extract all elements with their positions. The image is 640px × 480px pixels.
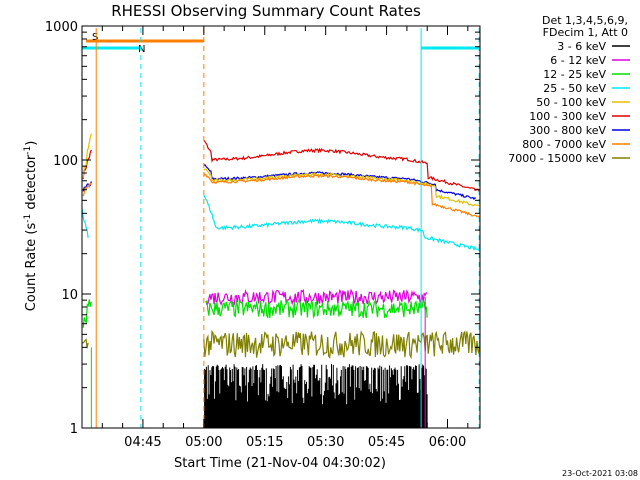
y-axis-title-part2: detector bbox=[24, 154, 39, 214]
series-trace bbox=[81, 208, 89, 238]
y-tick-label: 10 bbox=[61, 288, 78, 303]
series-trace bbox=[81, 338, 89, 349]
timestamp: 23-Oct-2021 03:08 bbox=[562, 469, 638, 478]
series-trace bbox=[82, 299, 92, 328]
series-trace bbox=[203, 139, 481, 193]
axis-layer: 1 10 100 1000 04:45 05:00 05:15 05:30 05:45 06:00 bbox=[45, 20, 481, 450]
flag-label: N bbox=[138, 44, 145, 55]
series-trace bbox=[203, 194, 481, 252]
y-tick-label: 100 bbox=[53, 154, 78, 169]
legend-header: Det 1,3,4,5,6,9, bbox=[542, 14, 628, 27]
x-tick-label: 05:45 bbox=[368, 435, 405, 450]
chart-title: RHESSI Observing Summary Count Rates bbox=[111, 2, 421, 20]
legend-label: 12 - 25 keV bbox=[543, 68, 606, 81]
legend-label: 25 - 50 keV bbox=[543, 82, 606, 95]
x-tick-label: 04:45 bbox=[124, 435, 161, 450]
series-25-50-kev bbox=[81, 194, 481, 252]
y-axis-title-sup1: -1 bbox=[23, 214, 33, 223]
y-axis-title-sup2: -1 bbox=[23, 146, 33, 155]
x-axis-title: Start Time (21-Nov-04 04:30:02) bbox=[174, 456, 386, 471]
plot-frame bbox=[81, 25, 481, 429]
data-layer bbox=[81, 133, 481, 428]
legend-header: FDecim 1, Att 0 bbox=[543, 26, 628, 39]
series-800-7000-kev bbox=[82, 172, 481, 218]
series-100-300-kev bbox=[82, 139, 481, 193]
series-trace bbox=[82, 149, 92, 180]
series-6-12-kev bbox=[205, 288, 428, 306]
legend: Det 1,3,4,5,6,9,FDecim 1, Att 03 - 6 keV… bbox=[508, 14, 630, 165]
series-trace bbox=[203, 329, 481, 360]
x-tick-label: 05:00 bbox=[185, 435, 222, 450]
series-3-6-kev bbox=[204, 364, 428, 428]
series-trace bbox=[82, 182, 92, 197]
flag-label: S bbox=[92, 32, 98, 43]
x-tick-label: 06:00 bbox=[429, 435, 466, 450]
x-tick-label: 05:15 bbox=[246, 435, 283, 450]
series-trace bbox=[203, 168, 481, 207]
y-axis-title: Count Rate (s-1 detector-1) bbox=[23, 141, 39, 312]
legend-label: 50 - 100 keV bbox=[536, 96, 606, 109]
series-trace bbox=[203, 172, 481, 218]
series-trace bbox=[205, 288, 428, 306]
series-trace bbox=[205, 298, 428, 320]
series-50-100-kev bbox=[82, 133, 481, 207]
legend-label: 800 - 7000 keV bbox=[522, 138, 606, 151]
legend-label: 100 - 300 keV bbox=[529, 110, 606, 123]
legend-label: 6 - 12 keV bbox=[550, 54, 606, 67]
y-tick-label: 1000 bbox=[45, 20, 78, 35]
legend-label: 7000 - 15000 keV bbox=[508, 152, 606, 165]
series-trace bbox=[204, 364, 428, 428]
series-7000-15000-kev bbox=[81, 329, 481, 360]
y-axis-title-part3: ) bbox=[24, 141, 39, 146]
x-tick-label: 05:30 bbox=[307, 435, 344, 450]
legend-label: 3 - 6 keV bbox=[557, 40, 606, 53]
series-12-25-kev bbox=[82, 298, 428, 328]
series-trace bbox=[82, 133, 92, 179]
y-tick-label: 1 bbox=[70, 422, 78, 437]
y-axis-title-part1: Count Rate (s bbox=[24, 223, 39, 312]
legend-label: 300 - 800 keV bbox=[529, 124, 606, 137]
